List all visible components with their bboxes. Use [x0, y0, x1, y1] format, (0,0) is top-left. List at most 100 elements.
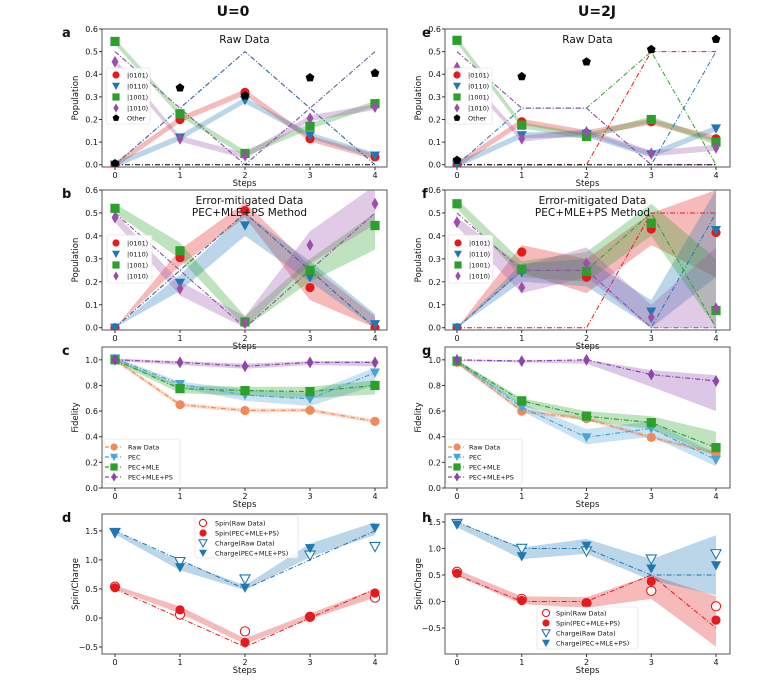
point-a-2-0 — [110, 36, 120, 47]
panel-letter: c — [62, 344, 70, 359]
x-axis-label: Steps — [233, 500, 257, 510]
band-d-3 — [115, 522, 375, 591]
y-axis-label: Population — [71, 76, 81, 121]
point-e-3-3 — [647, 147, 655, 160]
legend-label: Charge(Raw Data) — [215, 539, 275, 547]
point-h-1-1 — [517, 595, 527, 606]
column-header-u0: U=0 — [217, 4, 250, 20]
panel-letter: f — [422, 187, 428, 202]
point-g-2-3 — [646, 418, 656, 428]
legend-label: |1010⟩ — [127, 272, 148, 280]
y-tick-label: 0.2 — [428, 115, 441, 124]
legend-label: |0110⟩ — [469, 250, 490, 258]
legend-marker-3 — [111, 472, 117, 482]
y-tick-label: 1.5 — [85, 527, 98, 536]
legend-label: |1001⟩ — [127, 93, 148, 101]
band-b-1 — [115, 212, 375, 328]
point-a-3-2 — [241, 149, 249, 162]
y-tick-label: 1.0 — [85, 556, 98, 565]
legend-marker-1 — [453, 453, 461, 461]
legend-label: |1001⟩ — [127, 261, 148, 269]
series-line-c-2 — [114, 359, 376, 393]
legend-marker-3 — [455, 271, 461, 281]
x-tick-label: 3 — [307, 171, 312, 180]
y-tick-label: 0.8 — [85, 381, 98, 390]
point-d-3-3 — [304, 544, 316, 554]
y-tick-label: 0.3 — [428, 255, 441, 264]
y-tick-label: 1.0 — [85, 356, 98, 365]
x-tick-label: 0 — [454, 658, 459, 667]
legend-label: PEC+MLE — [128, 463, 159, 471]
x-tick-label: 2 — [584, 492, 589, 501]
y-tick-label: 0.1 — [428, 138, 441, 147]
ideal-line-d-0 — [114, 588, 376, 648]
point-f-3-2 — [583, 257, 590, 270]
y-tick-label: 0.6 — [428, 407, 441, 416]
legend-label: Spin(PEC+MLE+PS) — [556, 619, 620, 627]
legend: Spin(Raw Data) Spin(PEC+MLE+PS) Charge(Raw… — [194, 514, 299, 559]
panel-e: e 0 1 2 3 4 Steps 0.0 0.1 0.2 0.3 0.4 0.5 0.6 Populati… — [414, 25, 731, 189]
chart-title: Error-mitigated Data — [539, 195, 647, 207]
point-e-2-0 — [452, 35, 462, 45]
legend-frame — [536, 606, 639, 650]
point-h-1-3 — [646, 576, 656, 586]
panel-d: d 0 1 2 3 4 Steps −0.5 0.0 0.5 1.0 1.5 Spin/Charge Sp… — [62, 511, 388, 676]
point-a-3-0 — [111, 55, 119, 68]
y-axis-label: Population — [414, 76, 424, 121]
point-g-0-3 — [646, 432, 656, 442]
point-b-3-3 — [306, 239, 314, 252]
point-c-3-3 — [306, 356, 314, 369]
point-g-2-2 — [581, 411, 592, 421]
point-c-1-4 — [369, 368, 381, 378]
point-h-3-0 — [451, 520, 463, 530]
x-tick-label: 1 — [177, 334, 182, 343]
panel-a: a 0 1 2 3 4 Steps 0.0 0.1 0.2 0.3 0.4 0.5 0.6 Populati… — [62, 25, 388, 189]
x-tick-label: 3 — [649, 492, 654, 501]
legend-marker-3 — [113, 271, 119, 281]
x-tick-label: 2 — [584, 658, 589, 667]
point-e-2-1 — [517, 120, 527, 130]
x-tick-label: 3 — [307, 492, 312, 501]
band-h-3 — [457, 521, 716, 596]
plot-area — [451, 518, 722, 647]
series-line-g-0 — [456, 361, 717, 454]
y-tick-label: 0.0 — [428, 598, 441, 607]
x-tick-label: 0 — [112, 492, 117, 501]
legend-marker-0 — [541, 608, 551, 618]
legend-label: Raw Data — [128, 443, 159, 451]
point-e-2-3 — [646, 114, 656, 125]
panel-h: h 0 1 2 3 4 Steps −0.5 0.0 0.5 1.0 1.5 Spin/Charge Sp… — [414, 511, 731, 676]
legend-marker-4 — [112, 114, 120, 121]
y-tick-label: 0.2 — [85, 458, 98, 467]
point-f-2-3 — [646, 218, 656, 228]
legend-frame — [447, 234, 494, 284]
point-f-0-1 — [517, 247, 527, 257]
y-tick-label: −0.5 — [422, 624, 441, 633]
point-d-1-1 — [175, 605, 185, 615]
point-f-2-0 — [452, 199, 462, 209]
point-a-4-3 — [305, 73, 315, 82]
point-b-1-3 — [304, 273, 316, 283]
point-b-3-1 — [176, 282, 184, 295]
point-g-1-2 — [581, 433, 592, 443]
point-d-1-0 — [110, 583, 120, 593]
y-tick-label: 0.5 — [85, 48, 98, 57]
plot-area — [451, 353, 722, 467]
legend-frame — [106, 234, 153, 284]
point-c-1-3 — [304, 394, 316, 404]
y-tick-label: 0.1 — [85, 301, 98, 310]
plot-area — [109, 353, 381, 426]
y-tick-label: 0.3 — [85, 93, 98, 102]
chart-title: PEC+MLE+PS Method — [192, 207, 307, 219]
x-tick-label: 1 — [519, 171, 524, 180]
band-b-2 — [115, 203, 375, 328]
point-b-2-1 — [175, 246, 185, 256]
chart-title: Error-mitigated Data — [196, 195, 304, 207]
point-a-1-4 — [369, 151, 381, 161]
y-axis-label: Fidelity — [414, 402, 424, 432]
point-h-3-4 — [710, 561, 722, 571]
legend-marker-3 — [454, 472, 460, 482]
point-h-2-4 — [710, 549, 722, 560]
legend-marker-2 — [110, 463, 118, 471]
x-tick-label: 0 — [112, 658, 117, 667]
